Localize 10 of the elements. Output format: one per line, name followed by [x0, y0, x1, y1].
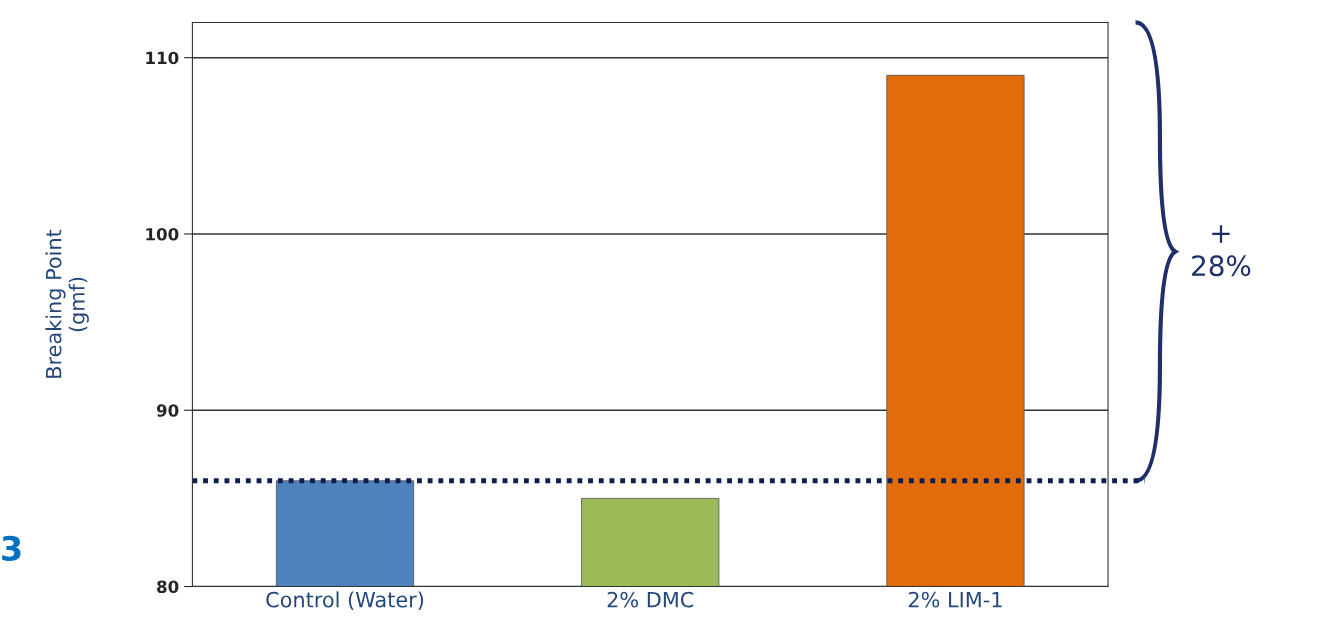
y-axis-title: Breaking Point (gmf)	[45, 229, 89, 378]
y-tick-label: 80	[157, 580, 179, 594]
y-tick-label: 110	[146, 51, 179, 65]
text: 3	[2, 535, 21, 561]
x-tick-label: 2% LIM-1	[908, 591, 1002, 608]
y-tick-label: 100	[146, 227, 179, 241]
text: + 28%	[1192, 225, 1251, 277]
x-tick-label: 2% DMC	[607, 591, 694, 608]
y-tick-label: 90	[156, 404, 179, 417]
x-tick-label: Control (Water)	[266, 591, 424, 610]
